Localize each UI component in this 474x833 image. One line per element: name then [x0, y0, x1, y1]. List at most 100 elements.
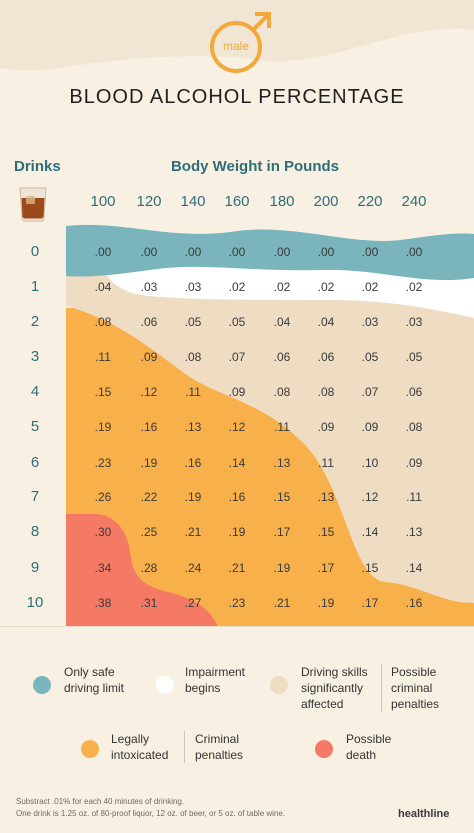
legend-line: criminal [391, 681, 433, 695]
legend-label-safe: Only safe driving limit [64, 664, 124, 696]
drinks-row-header: 2 [30, 313, 40, 330]
bac-value-cell: .27 [184, 596, 202, 610]
header-background-wave [0, 0, 474, 71]
bac-value-cell: .09 [228, 385, 246, 399]
bac-value-cell: .19 [184, 490, 202, 504]
legend-dot-driving-skills [270, 676, 288, 694]
bac-value-cell: .19 [228, 525, 246, 539]
drinks-row-header: 4 [30, 383, 40, 400]
bac-value-cell: .05 [405, 350, 423, 364]
bac-value-cell: .14 [405, 561, 423, 575]
legend-line: Only safe [64, 665, 115, 679]
bac-value-cell: .21 [228, 561, 246, 575]
bac-value-cell: .31 [140, 596, 158, 610]
bac-value-cell: .16 [140, 420, 158, 434]
bac-value-cell: .09 [361, 420, 379, 434]
bac-value-cell: .05 [184, 315, 202, 329]
bac-value-cell: .10 [361, 456, 379, 470]
bac-value-cell: .23 [94, 456, 112, 470]
legend-line: driving limit [64, 681, 125, 695]
legend-dot-death [315, 740, 333, 758]
legend-line: Impairment [185, 665, 246, 679]
drinks-axis-label: Drinks [14, 158, 61, 175]
legend-dot-impairment [156, 676, 174, 694]
bac-value-cell: .07 [361, 385, 379, 399]
legend-dot-safe [33, 676, 51, 694]
whiskey-glass-icon [19, 187, 47, 222]
bac-value-cell: .17 [317, 561, 335, 575]
weight-column-header: 100 [90, 193, 116, 210]
bac-value-cell: .13 [273, 456, 291, 470]
bac-value-cell: .09 [405, 456, 423, 470]
bac-value-cell: .24 [184, 561, 202, 575]
zone-safe-driving-limit [66, 224, 474, 281]
bac-value-cell: .03 [361, 315, 379, 329]
bac-value-cell: .17 [273, 525, 291, 539]
bac-value-cell: .25 [140, 525, 158, 539]
bac-value-cell: .00 [361, 245, 379, 259]
bac-value-cell: .11 [274, 420, 290, 434]
bac-value-cell: .04 [94, 280, 112, 294]
bac-value-cell: .21 [273, 596, 291, 610]
drinks-row-header: 10 [26, 594, 44, 611]
bac-value-cell: .03 [140, 280, 158, 294]
bac-value-cell: .06 [140, 315, 158, 329]
drinks-row-header: 6 [30, 454, 40, 471]
legend-line: Driving skills [301, 665, 368, 679]
footnote: Substract .01% for each 40 minutes of dr… [16, 796, 285, 820]
bac-value-cell: .14 [361, 525, 379, 539]
legend-divider [0, 626, 474, 627]
weight-column-header: 220 [357, 193, 383, 210]
weight-column-header: 140 [180, 193, 206, 210]
zone-driving-skills-affected [66, 270, 474, 603]
bac-value-cell: .21 [184, 525, 202, 539]
bac-value-cell: .05 [361, 350, 379, 364]
bac-value-cell: .08 [273, 385, 291, 399]
bac-value-cell: .15 [94, 385, 112, 399]
bac-value-cell: .34 [94, 561, 112, 575]
legend-line: Legally [111, 732, 150, 746]
bac-value-cell: .09 [140, 350, 158, 364]
bac-value-cell: .13 [317, 490, 335, 504]
legend-separator [381, 664, 382, 712]
legend-line: intoxicated [111, 748, 169, 762]
weight-column-header: 240 [401, 193, 427, 210]
bac-value-cell: .06 [317, 350, 335, 364]
bac-value-cell: .03 [405, 315, 423, 329]
page-title: BLOOD ALCOHOL PERCENTAGE [69, 86, 405, 108]
legend-dot-intoxicated [81, 740, 99, 758]
male-symbol-icon [210, 12, 271, 73]
drinks-row-header: 5 [30, 418, 40, 435]
bac-value-cell: .02 [361, 280, 379, 294]
footnote-line: One drink is 1.25 oz. of 80-proof liquor… [16, 809, 286, 818]
bac-value-cell: .13 [405, 525, 423, 539]
legend-line: Possible [391, 665, 437, 679]
drinks-row-header: 0 [30, 243, 40, 260]
bac-value-cell: .00 [184, 245, 202, 259]
bac-value-cell: .28 [140, 561, 158, 575]
legend-label-intoxicated: Legally intoxicated [111, 731, 168, 763]
bac-value-cell: .02 [228, 280, 246, 294]
gender-label: male [222, 39, 249, 53]
bac-value-cell: .19 [273, 561, 291, 575]
footnote-line: Substract .01% for each 40 minutes of dr… [16, 797, 185, 806]
bac-value-cell: .16 [405, 596, 423, 610]
bac-value-cell: .12 [228, 420, 246, 434]
legend-label-criminal: Criminal penalties [195, 731, 243, 763]
weight-column-header: 120 [136, 193, 162, 210]
legend-label-death: Possible death [346, 731, 391, 763]
legend-line: death [346, 748, 377, 762]
bac-value-cell: .12 [140, 385, 158, 399]
bac-value-cell: .13 [184, 420, 202, 434]
legend-line: significantly [301, 681, 364, 695]
drinks-row-header: 9 [30, 559, 40, 576]
weight-column-header: 200 [313, 193, 339, 210]
bac-value-cell: .00 [273, 245, 291, 259]
bac-value-cell: .08 [405, 420, 423, 434]
legend-line: Criminal [195, 732, 240, 746]
drinks-row-header: 3 [30, 348, 40, 365]
bac-value-cell: .06 [273, 350, 291, 364]
bac-value-cell: .06 [405, 385, 423, 399]
legend-label-impairment: Impairment begins [185, 664, 245, 696]
